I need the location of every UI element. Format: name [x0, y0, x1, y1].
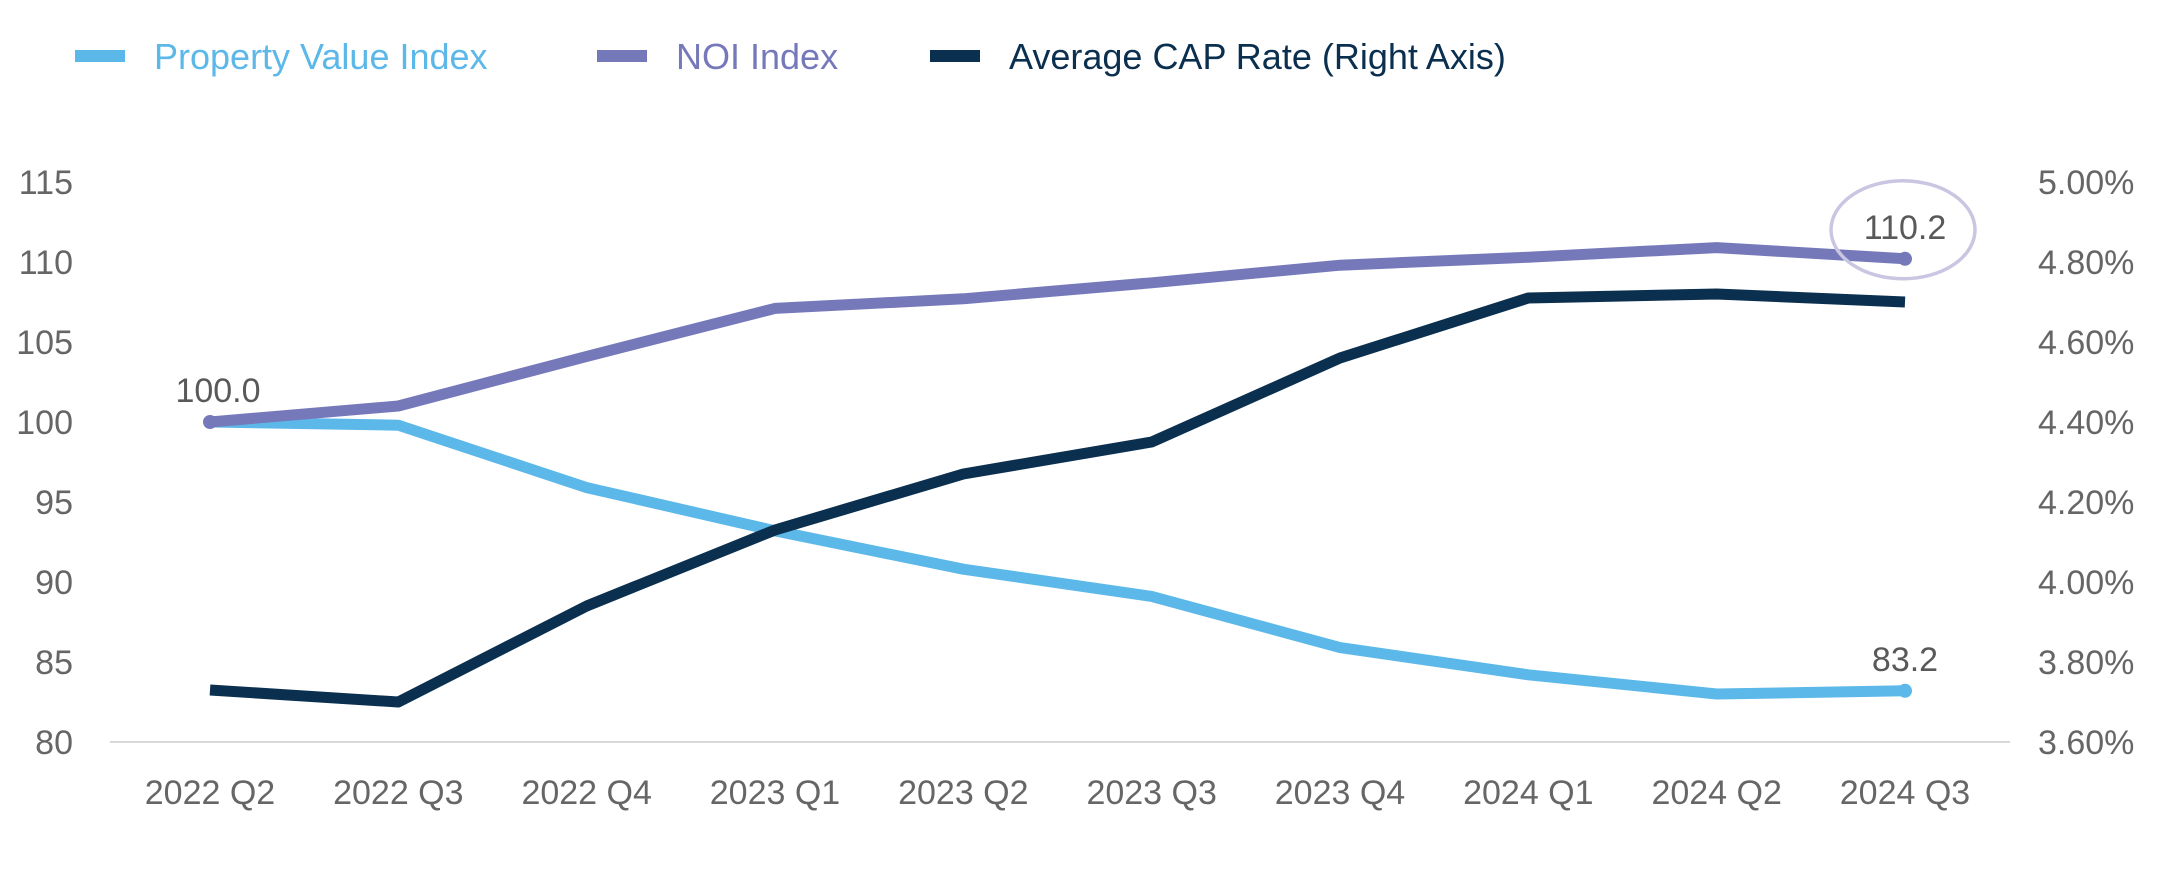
y-axis-left: 80 85 90 95 100 105 110 115 — [16, 164, 73, 762]
data-label: 83.2 — [1872, 641, 1938, 679]
data-point-marker — [1898, 683, 1912, 698]
x-tick-label: 2024 Q1 — [1463, 774, 1593, 812]
legend-label: Property Value Index — [154, 36, 488, 77]
x-tick-label: 2024 Q3 — [1840, 774, 1970, 812]
x-tick-label: 2022 Q3 — [333, 774, 463, 812]
y-right-tick-label: 4.00% — [2038, 564, 2134, 602]
y-right-tick-label: 4.20% — [2038, 484, 2134, 522]
series-line-property-value-index — [209, 416, 1906, 700]
y-left-tick-label: 105 — [16, 324, 73, 362]
y-left-tick-label: 115 — [19, 164, 73, 202]
x-tick-label: 2024 Q2 — [1651, 774, 1781, 812]
highlight-circle — [1829, 179, 1977, 281]
x-tick-label: 2023 Q1 — [710, 774, 840, 812]
series-layer — [209, 242, 1906, 708]
y-left-tick-label: 95 — [35, 484, 73, 522]
data-labels: 100.0 110.2 83.2 — [175, 179, 1977, 698]
legend-label: NOI Index — [676, 36, 838, 77]
x-tick-label: 2022 Q4 — [521, 774, 651, 812]
data-label: 100.0 — [175, 372, 260, 410]
series-line-noi-index — [209, 242, 1906, 428]
legend-label: Average CAP Rate (Right Axis) — [1009, 36, 1506, 77]
y-left-tick-label: 85 — [35, 644, 73, 682]
x-tick-label: 2022 Q2 — [145, 774, 275, 812]
y-left-tick-label: 100 — [16, 404, 73, 442]
legend-swatch — [597, 50, 647, 62]
y-axis-right: 3.60% 3.80% 4.00% 4.20% 4.40% 4.60% 4.80% 5.00% — [2038, 164, 2134, 762]
data-point-marker — [1898, 251, 1912, 266]
legend: Property Value Index NOI Index Average CAP… — [75, 36, 1506, 77]
y-left-tick-label: 90 — [35, 564, 73, 602]
y-left-tick-label: 80 — [35, 724, 73, 762]
y-right-tick-label: 4.60% — [2038, 324, 2134, 362]
data-label: 110.2 — [1864, 209, 1947, 247]
y-right-tick-label: 4.80% — [2038, 244, 2134, 282]
x-axis: 2022 Q2 2022 Q3 2022 Q4 2023 Q1 2023 Q2 2023 … — [145, 774, 1970, 812]
x-tick-label: 2023 Q3 — [1086, 774, 1216, 812]
y-right-tick-label: 3.60% — [2038, 724, 2134, 762]
y-right-tick-label: 5.00% — [2038, 164, 2134, 202]
x-tick-label: 2023 Q2 — [898, 774, 1028, 812]
y-right-tick-label: 3.80% — [2038, 644, 2134, 682]
legend-swatch — [930, 50, 980, 62]
x-tick-label: 2023 Q4 — [1275, 774, 1405, 812]
legend-swatch — [75, 50, 125, 62]
y-left-tick-label: 110 — [19, 244, 73, 282]
y-right-tick-label: 4.40% — [2038, 404, 2134, 442]
data-point-marker — [203, 415, 217, 429]
series-line-average-cap-rate-right-axis — [209, 288, 1906, 708]
